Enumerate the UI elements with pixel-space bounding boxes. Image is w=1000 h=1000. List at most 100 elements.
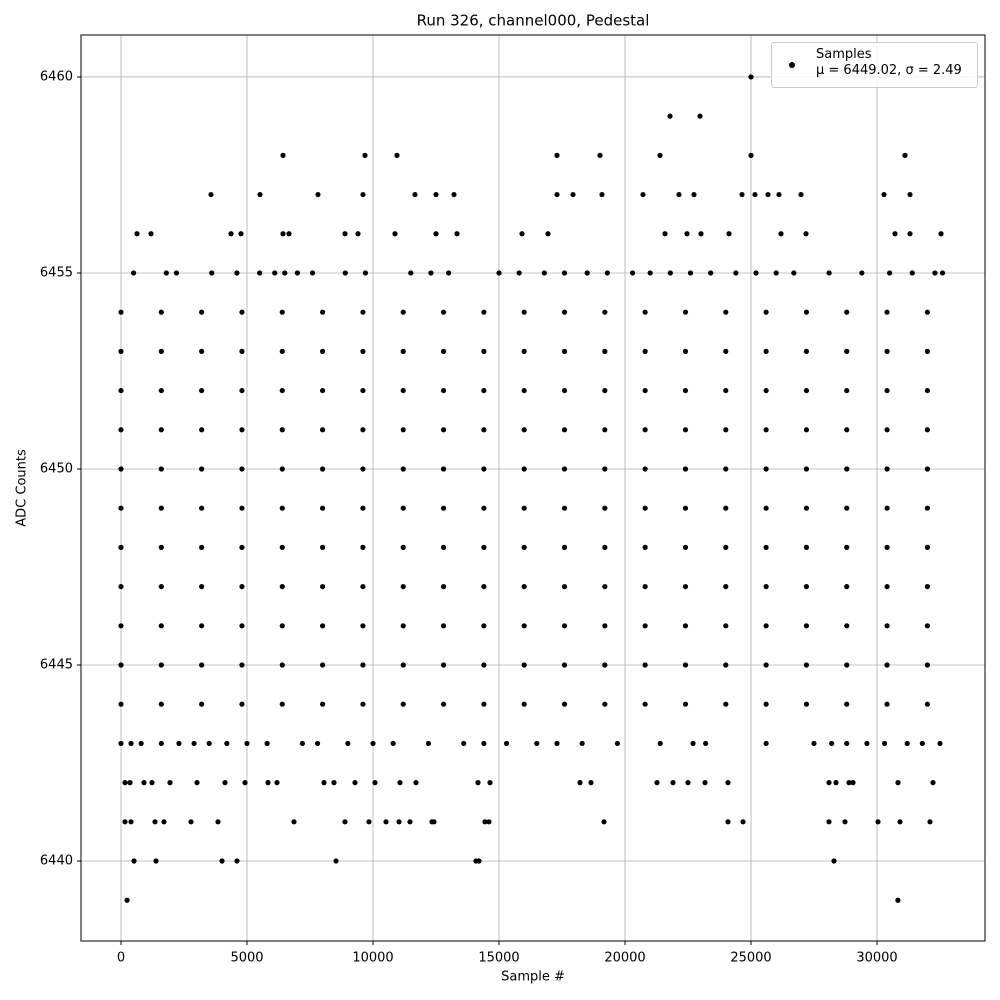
data-point	[440, 387, 447, 394]
data-point	[859, 270, 865, 276]
data-point	[360, 623, 366, 629]
data-point	[602, 701, 608, 707]
data-point	[345, 740, 351, 747]
data-point	[239, 662, 245, 668]
data-point	[597, 152, 603, 158]
data-point	[122, 780, 128, 786]
data-point	[352, 780, 358, 786]
data-point	[274, 780, 280, 786]
data-point	[924, 544, 930, 550]
data-point	[400, 387, 406, 394]
data-point	[642, 466, 648, 472]
data-point	[362, 270, 369, 276]
data-point	[481, 544, 487, 550]
data-point	[280, 152, 286, 158]
data-point	[400, 662, 406, 668]
data-point	[128, 819, 134, 825]
data-point	[924, 701, 930, 707]
data-point	[319, 387, 326, 394]
data-point	[400, 466, 406, 472]
data-point	[279, 387, 285, 394]
data-point	[602, 662, 608, 668]
data-point	[431, 819, 437, 825]
data-point	[158, 623, 164, 629]
data-point	[763, 544, 769, 550]
data-point	[461, 740, 467, 747]
data-point	[360, 505, 366, 511]
data-point	[561, 505, 568, 511]
data-point	[521, 427, 527, 433]
data-point	[682, 387, 689, 394]
x-tick-label: 10000	[352, 951, 393, 966]
data-point	[844, 740, 850, 747]
data-point	[844, 348, 850, 354]
data-point	[739, 191, 745, 198]
plot-frame	[80, 34, 986, 942]
data-point	[400, 623, 406, 629]
data-point	[561, 701, 568, 707]
data-point	[279, 662, 285, 668]
x-tick-label: 5000	[230, 951, 263, 966]
data-point	[279, 466, 285, 472]
data-point	[355, 231, 361, 237]
data-point	[924, 583, 930, 590]
data-point	[682, 544, 689, 550]
data-point	[158, 466, 164, 472]
data-point	[579, 740, 585, 747]
data-point	[264, 740, 270, 747]
data-point	[708, 270, 714, 276]
data-point	[400, 348, 406, 354]
data-point	[763, 701, 769, 707]
data-point	[826, 780, 832, 786]
data-point	[642, 427, 648, 433]
data-point	[475, 780, 481, 786]
data-point	[482, 819, 488, 825]
data-point	[440, 662, 447, 668]
data-point	[763, 427, 769, 433]
data-point	[309, 270, 316, 276]
data-point	[124, 897, 130, 903]
data-point	[370, 740, 376, 747]
data-point	[279, 701, 285, 707]
data-point	[321, 780, 327, 786]
data-point	[521, 583, 527, 590]
data-point	[561, 270, 568, 276]
y-tick-label: 6450	[40, 461, 73, 476]
data-point	[372, 780, 378, 786]
data-point	[909, 270, 915, 276]
points	[118, 74, 946, 903]
data-point	[763, 466, 769, 472]
data-point	[118, 505, 124, 511]
data-point	[657, 740, 663, 747]
data-point	[118, 662, 124, 668]
data-point	[191, 740, 197, 747]
data-point	[748, 152, 754, 158]
data-point	[662, 231, 668, 237]
data-point	[360, 348, 366, 354]
data-point	[481, 701, 487, 707]
data-point	[294, 270, 300, 276]
data-point	[521, 662, 527, 668]
data-point	[239, 309, 245, 315]
data-point	[199, 701, 205, 707]
data-point	[884, 505, 890, 511]
data-point	[753, 270, 759, 276]
data-point	[282, 270, 288, 276]
data-point	[602, 387, 608, 394]
data-point	[239, 623, 245, 629]
data-point	[748, 74, 754, 80]
data-point	[682, 662, 689, 668]
data-point	[521, 701, 527, 707]
data-point	[614, 740, 621, 747]
data-point	[850, 780, 856, 786]
data-point	[844, 505, 850, 511]
data-point	[188, 819, 194, 825]
data-point	[763, 387, 769, 394]
data-point	[698, 231, 704, 237]
data-point	[118, 427, 124, 433]
data-point	[239, 427, 245, 433]
data-point	[924, 309, 930, 315]
y-axis-label: ADC Counts	[15, 449, 30, 527]
data-point	[130, 270, 137, 276]
data-point	[476, 858, 482, 864]
